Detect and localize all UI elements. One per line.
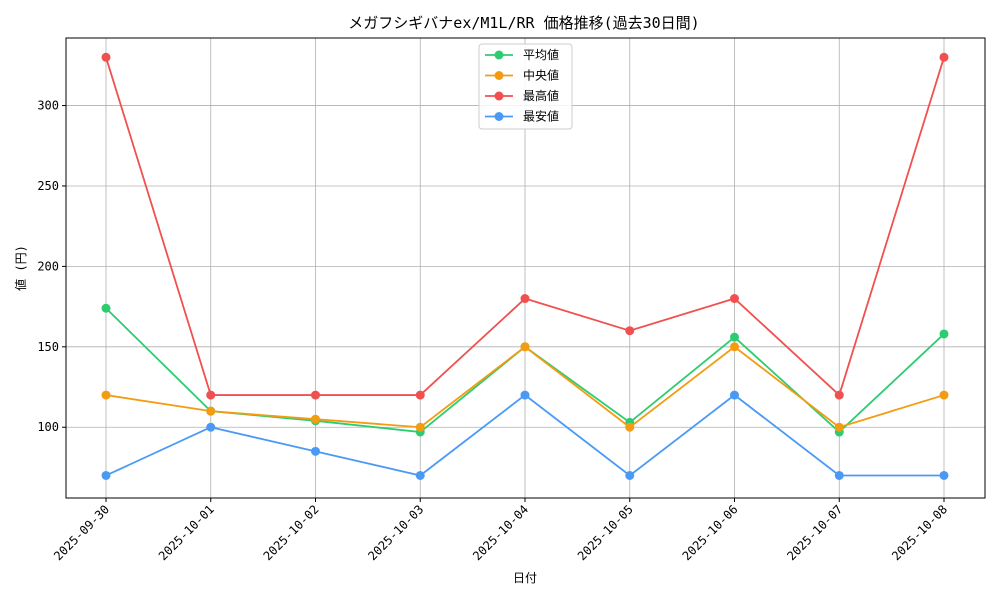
data-point bbox=[415, 390, 425, 400]
data-point bbox=[101, 390, 111, 400]
data-point bbox=[625, 470, 635, 480]
data-point bbox=[206, 390, 216, 400]
legend-marker bbox=[494, 71, 504, 80]
data-point bbox=[625, 326, 635, 336]
legend-item: 中央値 bbox=[485, 68, 559, 83]
data-point bbox=[730, 342, 739, 352]
data-point bbox=[415, 422, 425, 432]
y-tick-label: 100 bbox=[37, 420, 59, 434]
x-tick-label: 2025-09-30 bbox=[51, 502, 112, 563]
data-point bbox=[939, 390, 949, 400]
x-tick-label: 2025-10-07 bbox=[784, 502, 845, 563]
x-tick-label: 2025-10-06 bbox=[680, 502, 741, 563]
x-tick-label: 2025-10-05 bbox=[575, 502, 636, 563]
y-tick-label: 200 bbox=[37, 259, 59, 273]
data-point bbox=[834, 470, 844, 480]
legend-marker bbox=[494, 91, 504, 101]
legend-marker bbox=[494, 112, 504, 121]
series-layer bbox=[101, 52, 949, 480]
data-point bbox=[834, 422, 844, 432]
data-point bbox=[730, 332, 739, 342]
data-point bbox=[939, 52, 949, 62]
data-point bbox=[939, 329, 949, 339]
legend-label: 最安値 bbox=[523, 109, 559, 124]
data-point bbox=[311, 446, 320, 456]
data-point bbox=[206, 422, 216, 432]
data-point bbox=[730, 294, 739, 304]
x-ticks: 2025-09-30 2025-10-01 2025-10-02 2025-10-03… bbox=[51, 498, 950, 563]
legend-label: 中央値 bbox=[523, 68, 559, 83]
y-tick-label: 300 bbox=[37, 99, 59, 113]
y-tick-label: 250 bbox=[37, 179, 59, 193]
data-point bbox=[625, 422, 635, 432]
series-2 bbox=[101, 342, 949, 432]
series-4 bbox=[101, 390, 949, 480]
chart-title: メガフシギバナex/M1L/RR 価格推移(過去30日間) bbox=[348, 14, 699, 32]
data-point bbox=[520, 294, 530, 304]
x-tick-label: 2025-10-01 bbox=[156, 502, 217, 563]
legend-item: 最高値 bbox=[485, 88, 559, 103]
series-3 bbox=[101, 52, 949, 400]
data-point bbox=[311, 390, 320, 400]
data-point bbox=[415, 470, 425, 480]
y-tick-label: 150 bbox=[37, 340, 59, 354]
x-axis-label: 日付 bbox=[513, 571, 537, 585]
data-point bbox=[834, 390, 844, 400]
legend-marker bbox=[494, 50, 504, 60]
legend-label: 最高値 bbox=[523, 88, 559, 103]
data-point bbox=[101, 303, 111, 313]
data-point bbox=[311, 414, 320, 424]
data-point bbox=[730, 390, 739, 400]
y-ticks: 100 150 200 250 300 bbox=[37, 99, 66, 434]
legend-item: 平均値 bbox=[485, 47, 559, 62]
data-point bbox=[101, 470, 111, 480]
x-tick-label: 2025-10-03 bbox=[365, 502, 426, 563]
data-point bbox=[939, 470, 949, 480]
x-tick-label: 2025-10-02 bbox=[261, 502, 322, 563]
y-axis-label: 値 (円) bbox=[13, 245, 28, 291]
x-tick-label: 2025-10-04 bbox=[470, 502, 531, 563]
data-point bbox=[520, 342, 530, 352]
legend-item: 最安値 bbox=[485, 109, 559, 124]
legend-box bbox=[478, 43, 573, 130]
data-point bbox=[101, 52, 111, 62]
legend-label: 平均値 bbox=[523, 47, 559, 62]
data-point bbox=[206, 406, 216, 416]
data-point bbox=[520, 390, 530, 400]
x-tick-label: 2025-10-08 bbox=[889, 502, 950, 563]
